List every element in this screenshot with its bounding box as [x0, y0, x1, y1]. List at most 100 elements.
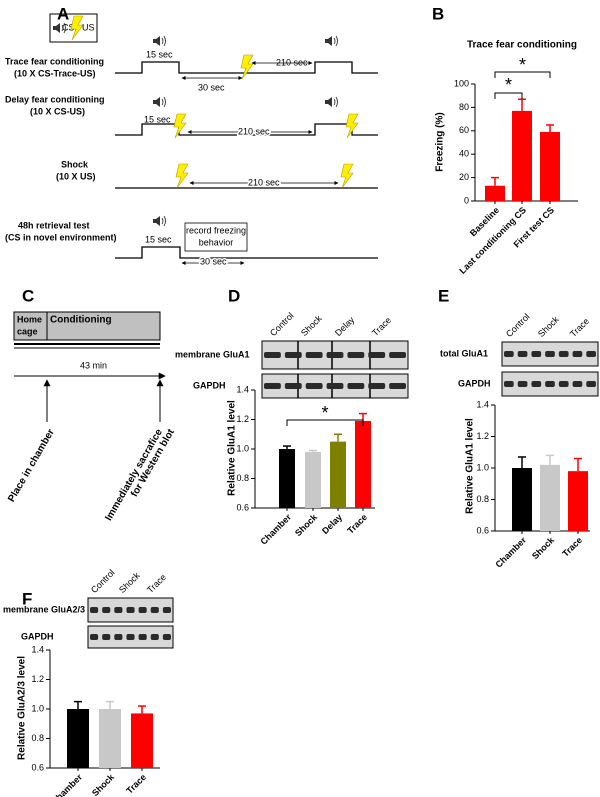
- blot-row-label: GAPDH: [458, 378, 491, 388]
- box-text: behavior: [199, 237, 234, 247]
- duration: 15 sec: [145, 234, 172, 244]
- duration: 15 sec: [144, 114, 171, 124]
- box-text: cage: [17, 326, 38, 336]
- blot-row-label: GAPDH: [21, 631, 54, 641]
- lane-label: Control: [268, 311, 296, 339]
- x-tick-label: Trace: [345, 512, 369, 536]
- event-label: Immediately sacrafice: [103, 427, 165, 523]
- row-label: Delay fear conditioning: [5, 94, 105, 104]
- blot-row-label: total GluA1: [440, 348, 488, 358]
- y-tick-label: 0.8: [31, 733, 44, 743]
- blot-band: [114, 607, 123, 613]
- row-label: Shock: [61, 159, 89, 169]
- significance-star: *: [519, 55, 526, 75]
- blot-band: [138, 634, 147, 640]
- box-text: Home: [17, 314, 42, 324]
- record-box: [184, 222, 248, 252]
- blot-band: [558, 351, 569, 357]
- y-tick-label: 0.8: [476, 494, 489, 504]
- blot-band: [586, 351, 596, 357]
- blot-band: [326, 352, 344, 358]
- panel-label: F: [22, 589, 32, 608]
- y-tick-label: 1.4: [31, 644, 44, 654]
- bar: [279, 449, 295, 508]
- blot-band: [368, 352, 386, 358]
- blot-row-label: GAPDH: [193, 380, 226, 390]
- blot-band: [150, 634, 159, 640]
- shock-icon: [340, 163, 354, 189]
- speaker-icon: [324, 96, 338, 108]
- significance-bracket: [494, 71, 551, 78]
- y-tick-label: 40: [459, 149, 469, 159]
- blot-band: [126, 607, 135, 613]
- y-tick-label: 1.0: [236, 443, 249, 453]
- y-tick-label: 1.4: [236, 384, 249, 394]
- y-tick-label: 0.8: [236, 473, 249, 483]
- box-text: record freezing: [186, 225, 246, 235]
- bar: [512, 110, 532, 201]
- lane-label: Delay: [333, 314, 357, 338]
- y-tick-label: 1.0: [476, 462, 489, 472]
- blot-band: [517, 351, 528, 357]
- event-label: Place in chamber: [6, 427, 57, 504]
- bar: [540, 131, 560, 201]
- lane-label: Shock: [117, 570, 142, 595]
- y-tick-label: 0.6: [31, 762, 44, 772]
- x-tick-label: Chamber: [258, 512, 293, 547]
- bar: [485, 185, 505, 201]
- legend-box: [49, 13, 98, 43]
- y-axis-label: Relative GluA1 level: [227, 400, 238, 496]
- significance-star: *: [505, 75, 512, 95]
- y-tick-label: 20: [459, 172, 469, 182]
- conditioning-box: [46, 311, 161, 341]
- y-tick-label: 80: [459, 102, 469, 112]
- blot-band: [531, 381, 542, 387]
- x-tick-label: Trace: [124, 772, 148, 796]
- row-sublabel: (CS in novel environment): [5, 232, 117, 242]
- x-tick-label: Chamber: [49, 772, 84, 797]
- lane-label: Trace: [145, 572, 168, 595]
- bar: [330, 441, 346, 508]
- blot-band: [545, 381, 555, 387]
- blot-band: [504, 351, 514, 357]
- bar: [99, 709, 121, 768]
- blot-band: [102, 607, 111, 613]
- panel-label: B: [432, 4, 444, 23]
- y-tick-label: 1.0: [31, 703, 44, 713]
- row-sublabel: (10 X CS-Trace-US): [14, 68, 96, 78]
- bar: [131, 713, 153, 768]
- bar: [568, 471, 588, 531]
- row-label: Trace fear conditioning: [5, 56, 104, 66]
- panel-label: E: [438, 286, 449, 305]
- lane-label: Control: [89, 568, 117, 596]
- y-tick-label: 0.6: [236, 502, 249, 512]
- lane-label: Trace: [370, 315, 393, 338]
- blot-band: [545, 351, 555, 357]
- blot-band: [305, 383, 323, 389]
- blot-band: [284, 383, 302, 389]
- x-tick-label: Chamber: [493, 535, 528, 570]
- chart-title: Trace fear conditioning: [467, 40, 577, 51]
- shock-icon: [240, 54, 254, 80]
- blot-band: [347, 352, 365, 358]
- blot-band: [389, 352, 406, 358]
- blot-band: [326, 383, 344, 389]
- timeline: [115, 61, 378, 74]
- y-axis-label: Relative GluA2/3 level: [17, 656, 28, 760]
- blot-band: [162, 634, 171, 640]
- bar: [512, 468, 532, 531]
- y-axis-label: Relative GluA1 level: [465, 418, 476, 514]
- y-tick-label: 60: [459, 125, 469, 135]
- y-tick-label: 1.2: [476, 431, 489, 441]
- lane-label: Trace: [568, 316, 591, 339]
- bar: [355, 420, 371, 508]
- blot-band: [284, 352, 302, 358]
- y-tick-label: 1.4: [476, 399, 489, 409]
- y-tick-label: 100: [454, 78, 469, 88]
- bar: [540, 464, 560, 531]
- row-sublabel: (10 X CS-US): [30, 106, 85, 116]
- row-label: 48h retrieval test: [18, 220, 90, 230]
- duration: 30 sec: [200, 256, 227, 266]
- blot-band: [517, 381, 528, 387]
